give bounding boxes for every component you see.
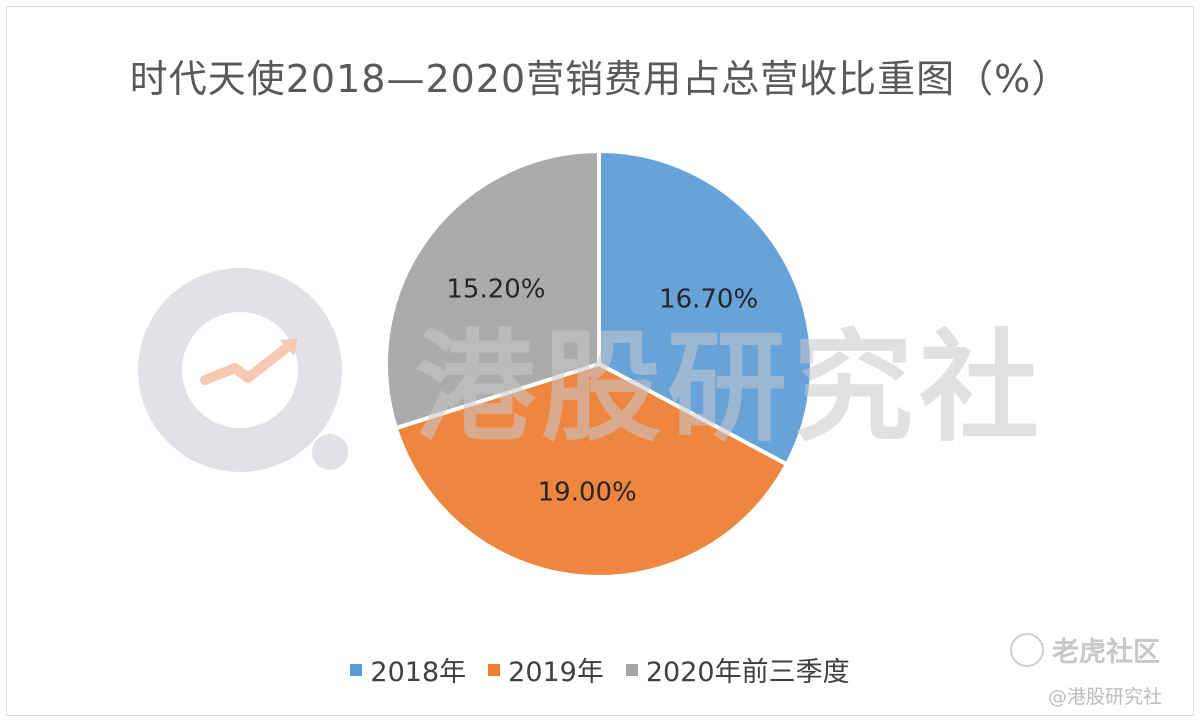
watermark-circle-logo xyxy=(138,268,348,472)
legend: 2018年 2019年 2020年前三季度 xyxy=(0,650,1200,689)
tiger-logo-icon xyxy=(1010,632,1044,667)
pie-slices xyxy=(384,148,814,579)
data-label-2020: 15.20% xyxy=(446,274,545,304)
pie-slice-2020 xyxy=(384,148,601,431)
legend-swatch-2019 xyxy=(488,663,501,676)
data-label-2019: 19.00% xyxy=(538,477,637,507)
legend-label-2020: 2020年前三季度 xyxy=(645,657,850,688)
legend-swatch-2020 xyxy=(625,663,638,676)
watermark-handle: @港股研究社 xyxy=(1048,686,1163,708)
pie-labels: 16.70% 19.00% 15.20% xyxy=(446,274,758,507)
legend-swatch-2018 xyxy=(350,663,363,676)
watermark-corner-logo: 老虎社区 xyxy=(1010,630,1160,669)
chart-title: 时代天使2018—2020营销费用占总营收比重图（%） xyxy=(129,57,1071,101)
legend-item-2020: 2020年前三季度 xyxy=(625,650,850,689)
watermark-corner-logo-text: 老虎社区 xyxy=(1052,637,1160,668)
legend-item-2019: 2019年 xyxy=(488,650,604,689)
pie-slice-2018 xyxy=(597,148,814,468)
legend-item-2018: 2018年 xyxy=(350,650,466,689)
watermark-text: 港股研究社 xyxy=(415,319,1045,458)
legend-label-2018: 2018年 xyxy=(370,657,467,688)
data-label-2018: 16.70% xyxy=(659,284,758,314)
pie-slice-2019 xyxy=(393,361,790,579)
legend-label-2019: 2019年 xyxy=(508,657,604,688)
